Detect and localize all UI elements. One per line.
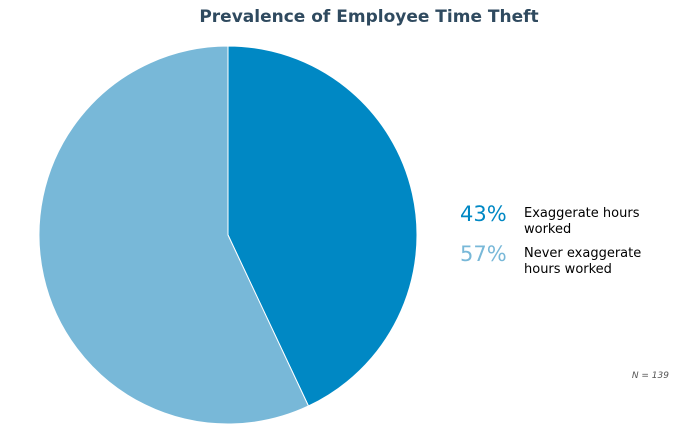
chart-title: Prevalence of Employee Time Theft (199, 7, 539, 27)
sample-size-note: N = 139 (631, 371, 669, 381)
legend: 43% Exaggerate hours worked 57% Never ex… (460, 200, 680, 280)
pie-slice-exaggerate (227, 45, 418, 407)
legend-item-never-exaggerate: 57% Never exaggerate hours worked (460, 240, 680, 278)
legend-percent-exaggerate: 43% (460, 202, 507, 226)
legend-label-never-exaggerate: Never exaggerate hours worked (524, 246, 642, 277)
legend-label-exaggerate: Exaggerate hours worked (524, 206, 640, 237)
pie-slice-never-exaggerate (38, 45, 310, 424)
legend-item-exaggerate: 43% Exaggerate hours worked (460, 200, 680, 238)
legend-percent-never-exaggerate: 57% (460, 242, 507, 266)
